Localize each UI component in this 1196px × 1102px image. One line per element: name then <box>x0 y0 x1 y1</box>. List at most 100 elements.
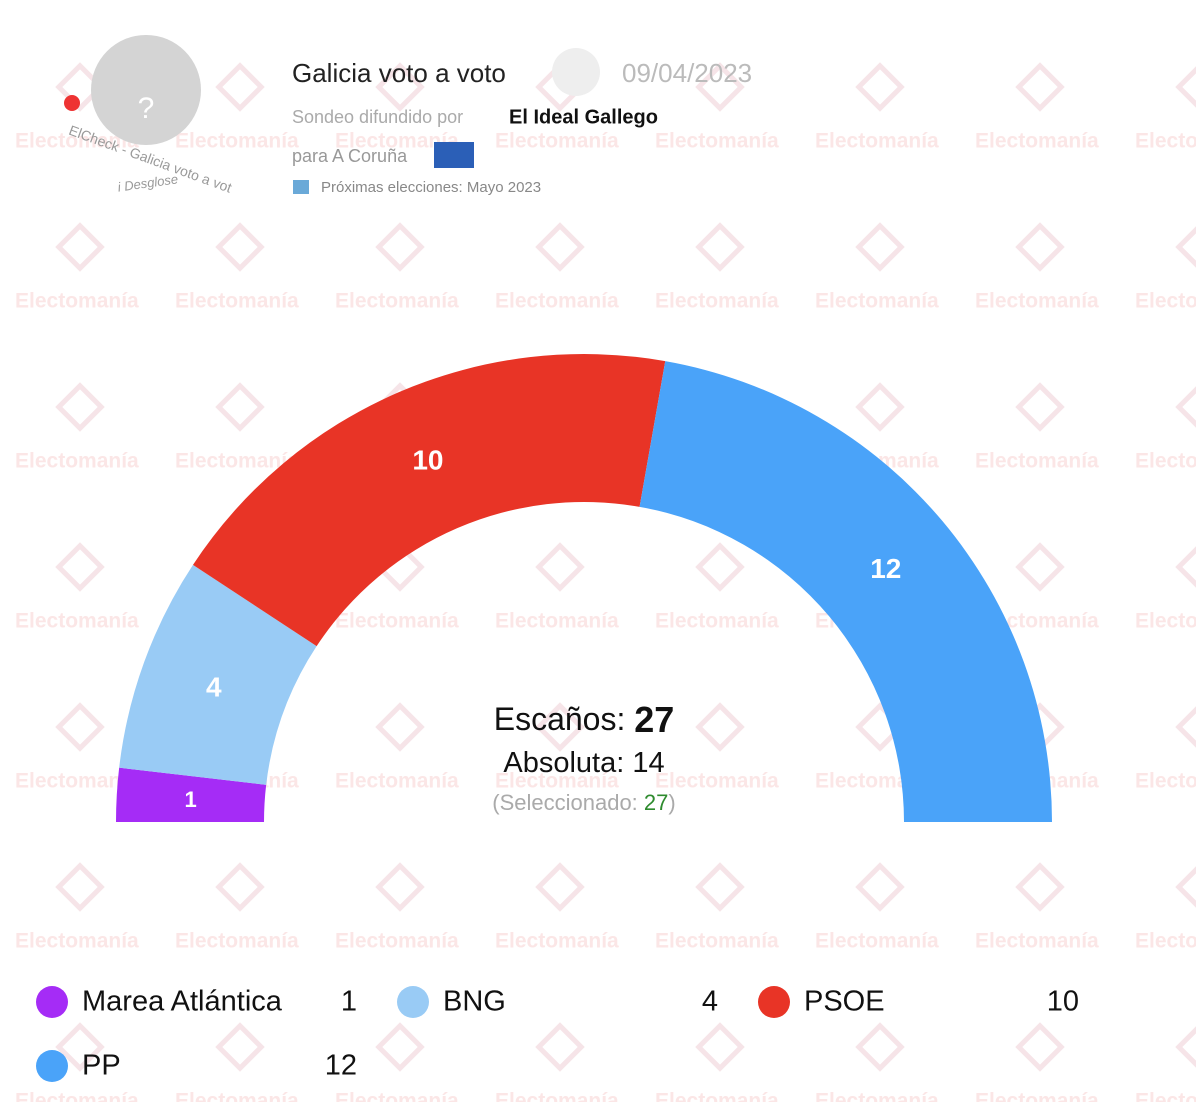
watermark-icon <box>1015 1022 1065 1072</box>
watermark-icon <box>855 1022 905 1072</box>
watermark-text: Electomanía <box>335 130 459 153</box>
watermark-text: Electomanía <box>175 1090 299 1102</box>
segment-label: 10 <box>412 445 443 476</box>
watermark-text: Electomanía <box>655 930 779 953</box>
watermark-icon <box>375 1022 425 1072</box>
legend-icon <box>36 1050 68 1082</box>
watermark-text: Electomanía <box>175 290 299 313</box>
watermark-icon <box>695 62 745 112</box>
watermark-icon <box>695 702 745 752</box>
watermark-icon <box>1015 222 1065 272</box>
avatar <box>91 35 201 145</box>
watermark-icon <box>1175 382 1196 432</box>
watermark-text: Electomanía <box>655 290 779 313</box>
avatar-placeholder: ? <box>138 92 155 125</box>
badge-link[interactable]: i Desglose <box>117 171 179 194</box>
watermark-text: Electomanía <box>815 130 939 153</box>
watermark-text: Electomanía <box>815 930 939 953</box>
date: 09/04/2023 <box>622 58 752 88</box>
watermark-icon <box>55 862 105 912</box>
watermark-icon <box>1015 62 1065 112</box>
watermark-text: Electomanía <box>815 290 939 313</box>
watermark-text: Electomanía <box>655 610 779 633</box>
legend-value: 10 <box>1047 986 1079 1018</box>
watermark-icon <box>375 222 425 272</box>
watermark-text: Electomanía <box>655 1090 779 1102</box>
watermark-icon <box>1175 542 1196 592</box>
legend-name: PP <box>82 1050 121 1082</box>
seats-total: Escaños: 27 <box>494 699 675 740</box>
watermark-text: Electomanía <box>815 1090 939 1102</box>
watermark-icon <box>1015 382 1065 432</box>
watermark-text: Electomanía <box>495 290 619 313</box>
title: Galicia voto a voto <box>292 58 506 88</box>
majority: Absoluta: 14 <box>503 747 664 779</box>
watermark-text: Electomanía <box>975 930 1099 953</box>
watermark-text: Electomanía <box>975 130 1099 153</box>
watermark-icon <box>695 862 745 912</box>
watermark-icon <box>375 702 425 752</box>
selected: (Seleccionado: 27) <box>492 790 675 815</box>
watermark-icon <box>55 702 105 752</box>
selected-label: (Seleccionado: <box>492 790 638 815</box>
source[interactable]: El Ideal Gallego <box>509 106 658 128</box>
legend-name: BNG <box>443 986 506 1018</box>
watermark-icon <box>375 862 425 912</box>
title-icon <box>552 48 600 96</box>
watermark-icon <box>535 862 585 912</box>
watermark-text: Electomanía <box>1135 610 1196 633</box>
source-prefix: Sondeo difundido por <box>292 107 463 127</box>
watermark-text: Electomanía <box>655 130 779 153</box>
watermark-text: Electomanía <box>335 290 459 313</box>
watermark-icon <box>55 222 105 272</box>
watermark-icon <box>1175 702 1196 752</box>
watermark-text: Electomanía <box>1135 290 1196 313</box>
watermark-icon <box>1175 862 1196 912</box>
watermark-text: Electomanía <box>495 770 619 793</box>
watermark-text: Electomanía <box>495 1090 619 1102</box>
watermark-text: Electomanía <box>335 610 459 633</box>
seats-value: 27 <box>634 699 674 740</box>
watermark-text: Electomanía <box>1135 450 1196 473</box>
legend-name: PSOE <box>804 986 885 1018</box>
watermark-text: Electomanía <box>175 930 299 953</box>
watermark-icon <box>215 62 265 112</box>
watermark-icon <box>1175 62 1196 112</box>
selected-value: 27 <box>644 790 668 815</box>
parliament: 14 10 12 <box>116 354 1052 822</box>
legend-value: 1 <box>341 986 357 1018</box>
watermark-icon <box>215 1022 265 1072</box>
watermark-text: Electomanía <box>1135 130 1196 153</box>
watermark-text: Electomanía <box>15 930 139 953</box>
watermark-icon <box>535 222 585 272</box>
legend-value: 4 <box>702 986 718 1018</box>
watermark-icon <box>1175 1022 1196 1072</box>
watermark-icon <box>55 382 105 432</box>
watermark-icon <box>535 542 585 592</box>
watermark-text: Electomanía <box>335 930 459 953</box>
badge-icon <box>64 95 80 111</box>
selected-close: ) <box>668 790 675 815</box>
watermark-text: Electomanía <box>15 450 139 473</box>
scope: para A Coruña <box>292 146 408 166</box>
watermark-text: Electomanía <box>975 1090 1099 1102</box>
majority-label: Absoluta: <box>503 747 624 779</box>
watermark-icon <box>1175 222 1196 272</box>
watermark-icon <box>215 862 265 912</box>
watermark-icon <box>55 542 105 592</box>
watermark-icon <box>215 222 265 272</box>
watermark-text: Electomanía <box>1135 1090 1196 1102</box>
watermark-text: Electomanía <box>655 770 779 793</box>
seat-segment <box>639 361 1052 822</box>
watermark-text: Electomanía <box>1135 930 1196 953</box>
watermark-text: Electomanía <box>15 290 139 313</box>
watermark-icon <box>535 1022 585 1072</box>
seat-segment <box>192 354 666 647</box>
majority-value: 14 <box>632 747 664 779</box>
seats-label: Escaños: <box>494 701 626 737</box>
legend-icon <box>397 986 429 1018</box>
segment-label: 12 <box>870 553 901 584</box>
watermark-text: Electomanía <box>335 1090 459 1102</box>
watermark-text: Electomanía <box>15 770 139 793</box>
next-elections: Próximas elecciones: Mayo 2023 <box>321 179 541 196</box>
